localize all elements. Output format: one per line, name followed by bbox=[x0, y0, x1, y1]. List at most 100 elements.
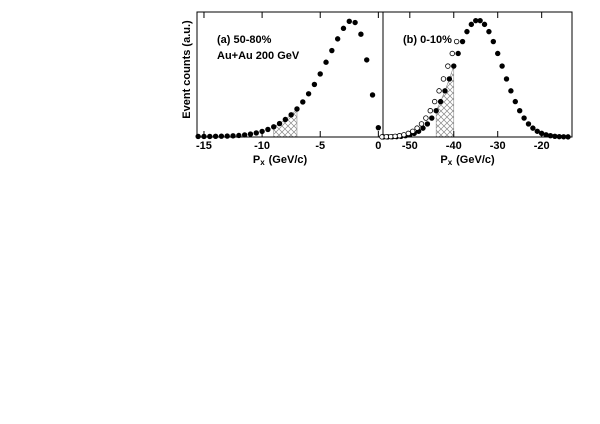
data-point bbox=[429, 115, 435, 121]
data-point bbox=[358, 31, 364, 37]
x-label-main: P bbox=[440, 154, 447, 166]
x-tick-label: -20 bbox=[534, 140, 550, 152]
data-point bbox=[352, 19, 358, 26]
data-point bbox=[437, 98, 444, 105]
open-point bbox=[418, 121, 425, 127]
data-point bbox=[459, 38, 466, 45]
open-point bbox=[445, 63, 451, 69]
data-point bbox=[560, 134, 567, 140]
x-tick-label: -5 bbox=[315, 140, 325, 152]
data-point bbox=[247, 131, 254, 137]
data-point bbox=[525, 121, 532, 127]
open-point bbox=[396, 133, 403, 139]
data-point bbox=[521, 115, 527, 121]
x-tick-label: -30 bbox=[490, 140, 506, 152]
open-point bbox=[427, 108, 433, 114]
data-point bbox=[282, 116, 289, 123]
data-point bbox=[346, 18, 352, 25]
data-point bbox=[451, 63, 457, 69]
data-point bbox=[446, 76, 453, 82]
data-point bbox=[207, 133, 213, 140]
data-point bbox=[253, 130, 259, 136]
data-point bbox=[543, 132, 549, 138]
data-point bbox=[468, 21, 475, 28]
data-point bbox=[259, 128, 265, 135]
data-point bbox=[565, 134, 571, 140]
data-point bbox=[508, 88, 514, 94]
data-point bbox=[375, 124, 382, 131]
x-axis-label: Px (GeV/c) bbox=[440, 154, 495, 167]
x-label-main: P bbox=[253, 154, 260, 166]
data-point bbox=[481, 21, 488, 28]
x-tick-label: -50 bbox=[402, 140, 418, 152]
data-point bbox=[364, 57, 370, 63]
data-point bbox=[552, 133, 558, 139]
data-point bbox=[512, 98, 518, 105]
data-point bbox=[534, 128, 540, 134]
data-point bbox=[236, 132, 242, 139]
data-point bbox=[300, 99, 306, 105]
open-point bbox=[383, 134, 390, 140]
open-point bbox=[453, 38, 460, 45]
data-point bbox=[276, 120, 283, 127]
data-point bbox=[433, 108, 439, 114]
data-point bbox=[294, 106, 300, 112]
x-label-unit: (GeV/c) bbox=[269, 154, 308, 166]
open-point bbox=[401, 132, 407, 138]
x-label-sub: x bbox=[260, 158, 265, 167]
data-point bbox=[369, 92, 376, 98]
data-point bbox=[323, 59, 329, 65]
plot-frame bbox=[382, 11, 573, 138]
x-tick-label: -15 bbox=[196, 140, 212, 152]
data-point bbox=[538, 130, 545, 137]
data-point bbox=[547, 133, 554, 139]
data-point bbox=[490, 38, 497, 45]
data-point bbox=[230, 133, 236, 139]
open-point bbox=[431, 98, 438, 105]
annotation: Au+Au 200 GeV bbox=[217, 50, 300, 62]
data-point bbox=[455, 50, 461, 57]
open-point bbox=[392, 133, 398, 139]
data-point bbox=[499, 63, 505, 69]
open-point bbox=[379, 134, 385, 140]
open-point bbox=[440, 76, 447, 82]
data-point bbox=[265, 126, 271, 133]
data-point bbox=[195, 133, 201, 140]
data-point bbox=[271, 124, 277, 130]
data-point bbox=[556, 133, 562, 140]
annotation: (b) 0-10% bbox=[403, 34, 452, 46]
data-point bbox=[464, 28, 470, 35]
open-point bbox=[436, 88, 442, 94]
x-tick-label: 0 bbox=[375, 140, 381, 152]
data-point bbox=[317, 71, 323, 77]
data-point bbox=[477, 17, 483, 24]
annotation: (a) 50-80% bbox=[217, 34, 272, 46]
x-axis-label: Px (GeV/c) bbox=[253, 154, 308, 167]
data-point bbox=[241, 132, 248, 138]
y-axis-label: Event counts (a.u.) bbox=[181, 20, 193, 119]
open-point bbox=[423, 115, 429, 121]
data-point bbox=[495, 50, 501, 57]
x-label-unit: (GeV/c) bbox=[456, 154, 495, 166]
data-point bbox=[329, 47, 335, 54]
data-point bbox=[224, 133, 230, 139]
data-point bbox=[503, 76, 510, 82]
data-point bbox=[334, 36, 341, 42]
data-point bbox=[201, 133, 207, 140]
open-point bbox=[414, 125, 420, 131]
open-point bbox=[388, 133, 394, 140]
data-point bbox=[424, 121, 431, 127]
data-point bbox=[305, 91, 312, 97]
data-point bbox=[311, 81, 318, 88]
data-point bbox=[442, 88, 448, 94]
data-point bbox=[486, 28, 492, 35]
data-point bbox=[212, 133, 219, 139]
x-label-sub: x bbox=[448, 158, 453, 167]
x-tick-label: -40 bbox=[446, 140, 462, 152]
data-point bbox=[288, 112, 294, 118]
data-point bbox=[340, 25, 347, 32]
data-point bbox=[530, 125, 536, 131]
data-point bbox=[516, 108, 523, 114]
